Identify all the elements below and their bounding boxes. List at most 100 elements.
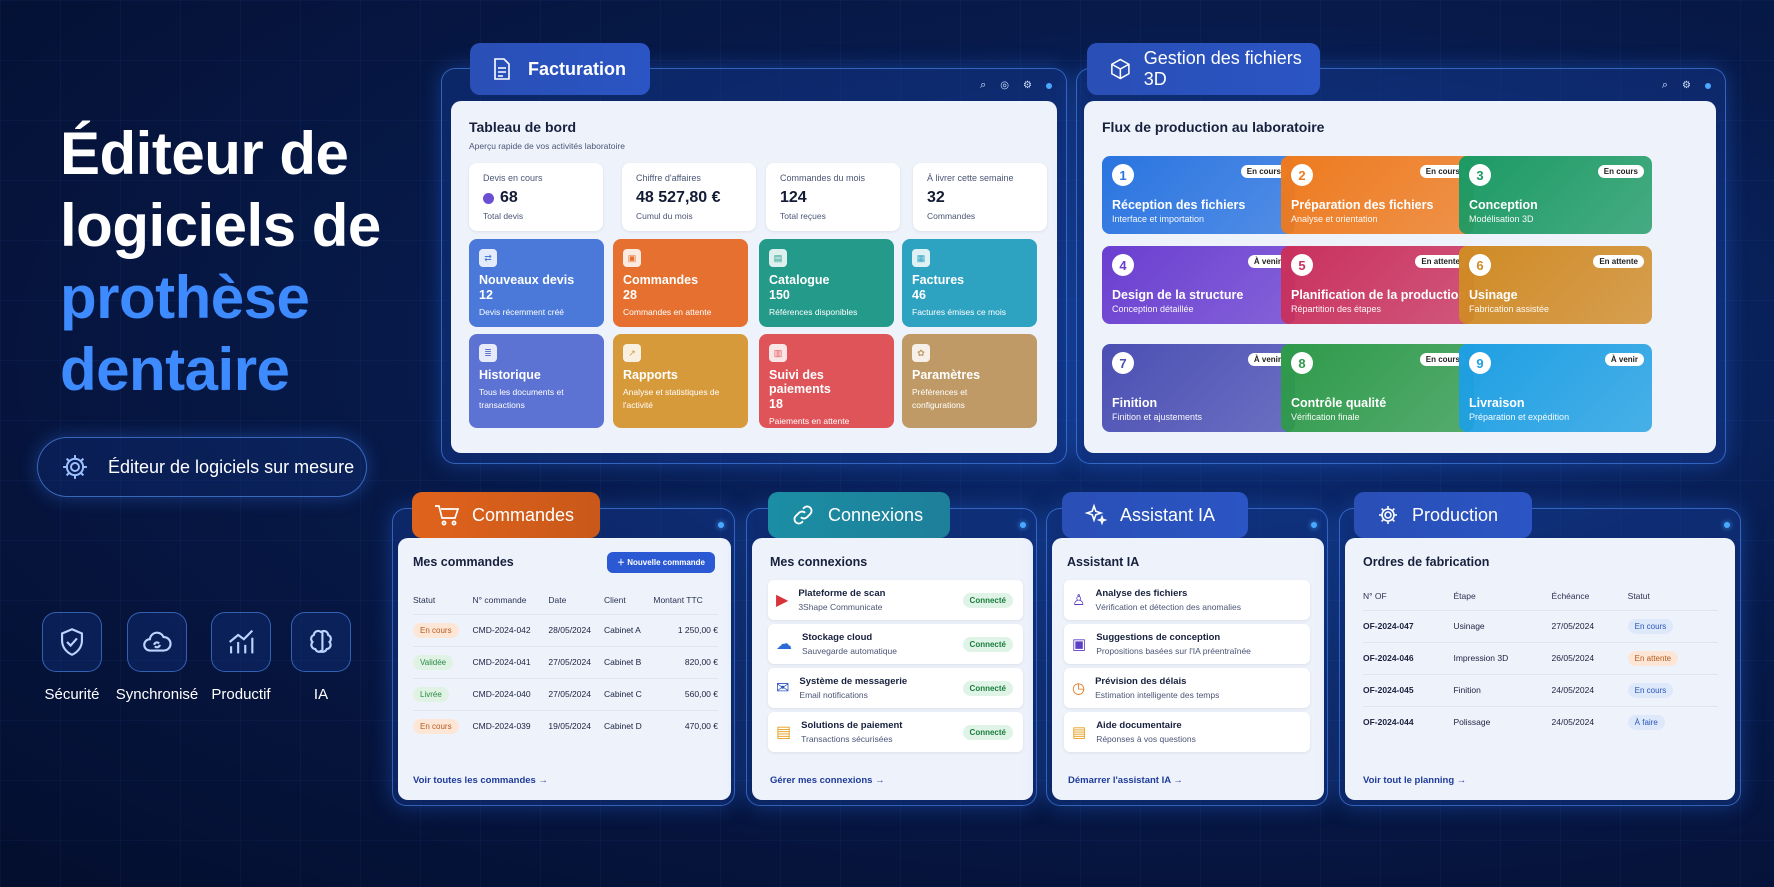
connected-badge: Connecté	[962, 724, 1013, 740]
tile-desc: Analyse et statistiques de l'activité	[623, 387, 720, 410]
cart-icon: ▣	[623, 249, 641, 267]
hero-line-3: prothèse	[60, 264, 310, 331]
connection-name: Système de messagerie	[799, 676, 908, 687]
table-row[interactable]: OF-2024-047 Usinage 27/05/2024 En cours	[1363, 609, 1718, 642]
connections-title: Mes connexions	[770, 555, 868, 569]
ai-feature-item[interactable]: ▤ Aide documentaire Réponses à vos questi…	[1064, 712, 1310, 752]
start-assistant-link[interactable]: Démarrer l'assistant IA →	[1068, 775, 1183, 786]
step-name: Usinage	[1469, 288, 1518, 302]
table-row[interactable]: OF-2024-046 Impression 3D 26/05/2024 En att…	[1363, 641, 1718, 674]
tile-new-quotes[interactable]: ⇄ Nouveaux devis 12 Devis récemment créé	[469, 239, 604, 327]
stat-value: 124	[780, 189, 807, 206]
tab-production[interactable]: Production	[1354, 492, 1532, 538]
tile-orders[interactable]: ▣ Commandes 28 Commandes en attente	[613, 239, 748, 327]
link-label: Gérer mes connexions	[770, 775, 873, 786]
connection-item[interactable]: ▤ Solutions de paiement Transactions sécu…	[768, 712, 1023, 752]
step-desc: Interface et importation	[1112, 214, 1205, 224]
manage-connections-link[interactable]: Gérer mes connexions →	[770, 775, 885, 786]
workflow-step[interactable]: 8 En cours Contrôle qualité Vérification fi…	[1281, 344, 1474, 432]
step-desc: Modélisation 3D	[1469, 214, 1534, 224]
view-all-orders-link[interactable]: Voir toutes les commandes →	[413, 775, 548, 786]
tile-desc: Paiements en attente	[769, 416, 850, 426]
stat-card[interactable]: Devis en cours 68 Total devis	[469, 163, 603, 231]
stat-value: 32	[927, 189, 945, 206]
workflow-step[interactable]: 1 En cours Réception des fichiers Interface…	[1102, 156, 1295, 234]
ai-assistant-card: Assistant IA ♙ Analyse des fichiers Vérif…	[1052, 538, 1324, 800]
step-status-badge: À venir	[1604, 353, 1644, 366]
bell-icon[interactable]: ◎	[1000, 80, 1010, 91]
of-number: OF-2024-045	[1363, 673, 1454, 706]
tab-orders[interactable]: Commandes	[412, 492, 600, 538]
order-date: 28/05/2024	[548, 613, 604, 646]
workflow-step[interactable]: 7 À venir Finition Finition et ajustements	[1102, 344, 1295, 432]
ai-feature-name: Aide documentaire	[1096, 720, 1182, 731]
orders-table: Statut N° commande Date Client Montant T…	[413, 586, 718, 742]
settings-icon[interactable]: ⚙	[1023, 80, 1032, 91]
connection-item[interactable]: ▶ Plateforme de scan 3Shape Communicate C…	[768, 580, 1023, 620]
step-name: Livraison	[1469, 396, 1525, 410]
of-step: Impression 3D	[1453, 641, 1552, 674]
workflow-step[interactable]: 2 En cours Préparation des fichiers Analyse…	[1281, 156, 1474, 234]
table-row[interactable]: Livrée CMD-2024-040 27/05/2024 Cabinet C 560…	[413, 677, 718, 710]
workflow-step[interactable]: 5 En attente Planification de la productio…	[1281, 246, 1474, 324]
workflow-step[interactable]: 4 À venir Design de la structure Conception…	[1102, 246, 1295, 324]
tile-reports[interactable]: ↗ Rapports Analyse et statistiques de l'…	[613, 334, 748, 428]
tile-payments[interactable]: ▥ Suivi des paiements 18 Paiements en at…	[759, 334, 894, 428]
cart-icon	[435, 505, 460, 526]
ai-feature-item[interactable]: ◷ Prévision des délais Estimation intelli…	[1064, 668, 1310, 708]
link-label: Démarrer l'assistant IA	[1068, 775, 1171, 786]
dashboard-subtitle: Aperçu rapide de vos activités laboratoi…	[469, 141, 625, 151]
connection-name: Plateforme de scan	[798, 588, 886, 599]
table-row[interactable]: OF-2024-045 Finition 24/05/2024 En cours	[1363, 673, 1718, 706]
tab-ai-assistant[interactable]: Assistant IA	[1062, 492, 1248, 538]
connection-item[interactable]: ✉ Système de messagerie Email notificatio…	[768, 668, 1023, 708]
tab-files-3d[interactable]: Gestion des fichiers 3D	[1087, 43, 1320, 95]
hero-line-1: Éditeur de	[60, 120, 349, 187]
tab-facturation[interactable]: Facturation	[470, 43, 650, 95]
tile-settings[interactable]: ✿ Paramètres Préférences et configuratio…	[902, 334, 1037, 428]
tile-catalog[interactable]: ▤ Catalogue 150 Références disponibles	[759, 239, 894, 327]
tile-value: 12	[479, 288, 493, 302]
column-header: N° commande	[472, 594, 527, 605]
stat-card[interactable]: Commandes du mois 124 Total reçues	[766, 163, 900, 231]
custom-software-pill[interactable]: Éditeur de logiciels sur mesure	[37, 437, 367, 497]
ai-feature-item[interactable]: ▣ Suggestions de conception Propositions …	[1064, 624, 1310, 664]
ai-feature-sub: Propositions basées sur l'IA préentraîné…	[1096, 646, 1251, 656]
search-icon[interactable]: ⌕	[980, 79, 987, 91]
table-row[interactable]: Validée CMD-2024-041 27/05/2024 Cabinet B 82…	[413, 645, 718, 678]
ai-feature-item[interactable]: ♙ Analyse des fichiers Vérification et dé…	[1064, 580, 1310, 620]
step-desc: Fabrication assistée	[1469, 304, 1550, 314]
order-client: Cabinet D	[603, 709, 654, 742]
tile-name: Nouveaux devis	[479, 273, 575, 287]
pill-label: Éditeur de logiciels sur mesure	[108, 456, 355, 477]
of-number: OF-2024-047	[1363, 609, 1454, 642]
search-icon[interactable]: ⌕	[1661, 79, 1669, 91]
order-amount: 470,00 €	[653, 709, 718, 742]
column-header: Échéance	[1551, 590, 1590, 601]
ai-feature-sub: Réponses à vos questions	[1096, 734, 1196, 744]
stat-card[interactable]: À livrer cette semaine 32 Commandes	[913, 163, 1047, 231]
view-planning-link[interactable]: Voir tout le planning →	[1363, 775, 1466, 786]
table-row[interactable]: OF-2024-044 Polissage 24/05/2024 À faire	[1363, 705, 1718, 738]
status-dot-icon	[718, 522, 724, 528]
new-order-button[interactable]: ＋ Nouvelle commande	[606, 552, 715, 573]
workflow-step[interactable]: 9 À venir Livraison Préparation et expéditi…	[1459, 344, 1652, 432]
connection-item[interactable]: ☁ Stockage cloud Sauvegarde automatique C…	[768, 624, 1023, 664]
step-number: 7	[1112, 352, 1134, 374]
tile-history[interactable]: ≣ Historique Tous les documents et trans…	[469, 334, 604, 428]
tile-invoices[interactable]: ▦ Factures 46 Factures émises ce mois	[902, 239, 1037, 327]
column-header: Statut	[1627, 590, 1650, 601]
sparkle-icon	[1084, 503, 1108, 526]
settings-icon[interactable]: ⚙	[1682, 80, 1691, 91]
step-desc: Préparation et expédition	[1469, 412, 1570, 422]
workflow-step[interactable]: 6 En attente Usinage Fabrication assistée	[1459, 246, 1652, 324]
column-header: N° OF	[1363, 590, 1387, 601]
workflow-step[interactable]: 3 En cours Conception Modélisation 3D	[1459, 156, 1652, 234]
tile-name: Factures	[912, 273, 965, 287]
status-badge: En cours	[413, 622, 459, 638]
tab-connections[interactable]: Connexions	[768, 492, 950, 538]
stat-card[interactable]: Chiffre d'affaires 48 527,80 € Cumul du …	[622, 163, 756, 231]
tab-label: Commandes	[472, 504, 575, 525]
